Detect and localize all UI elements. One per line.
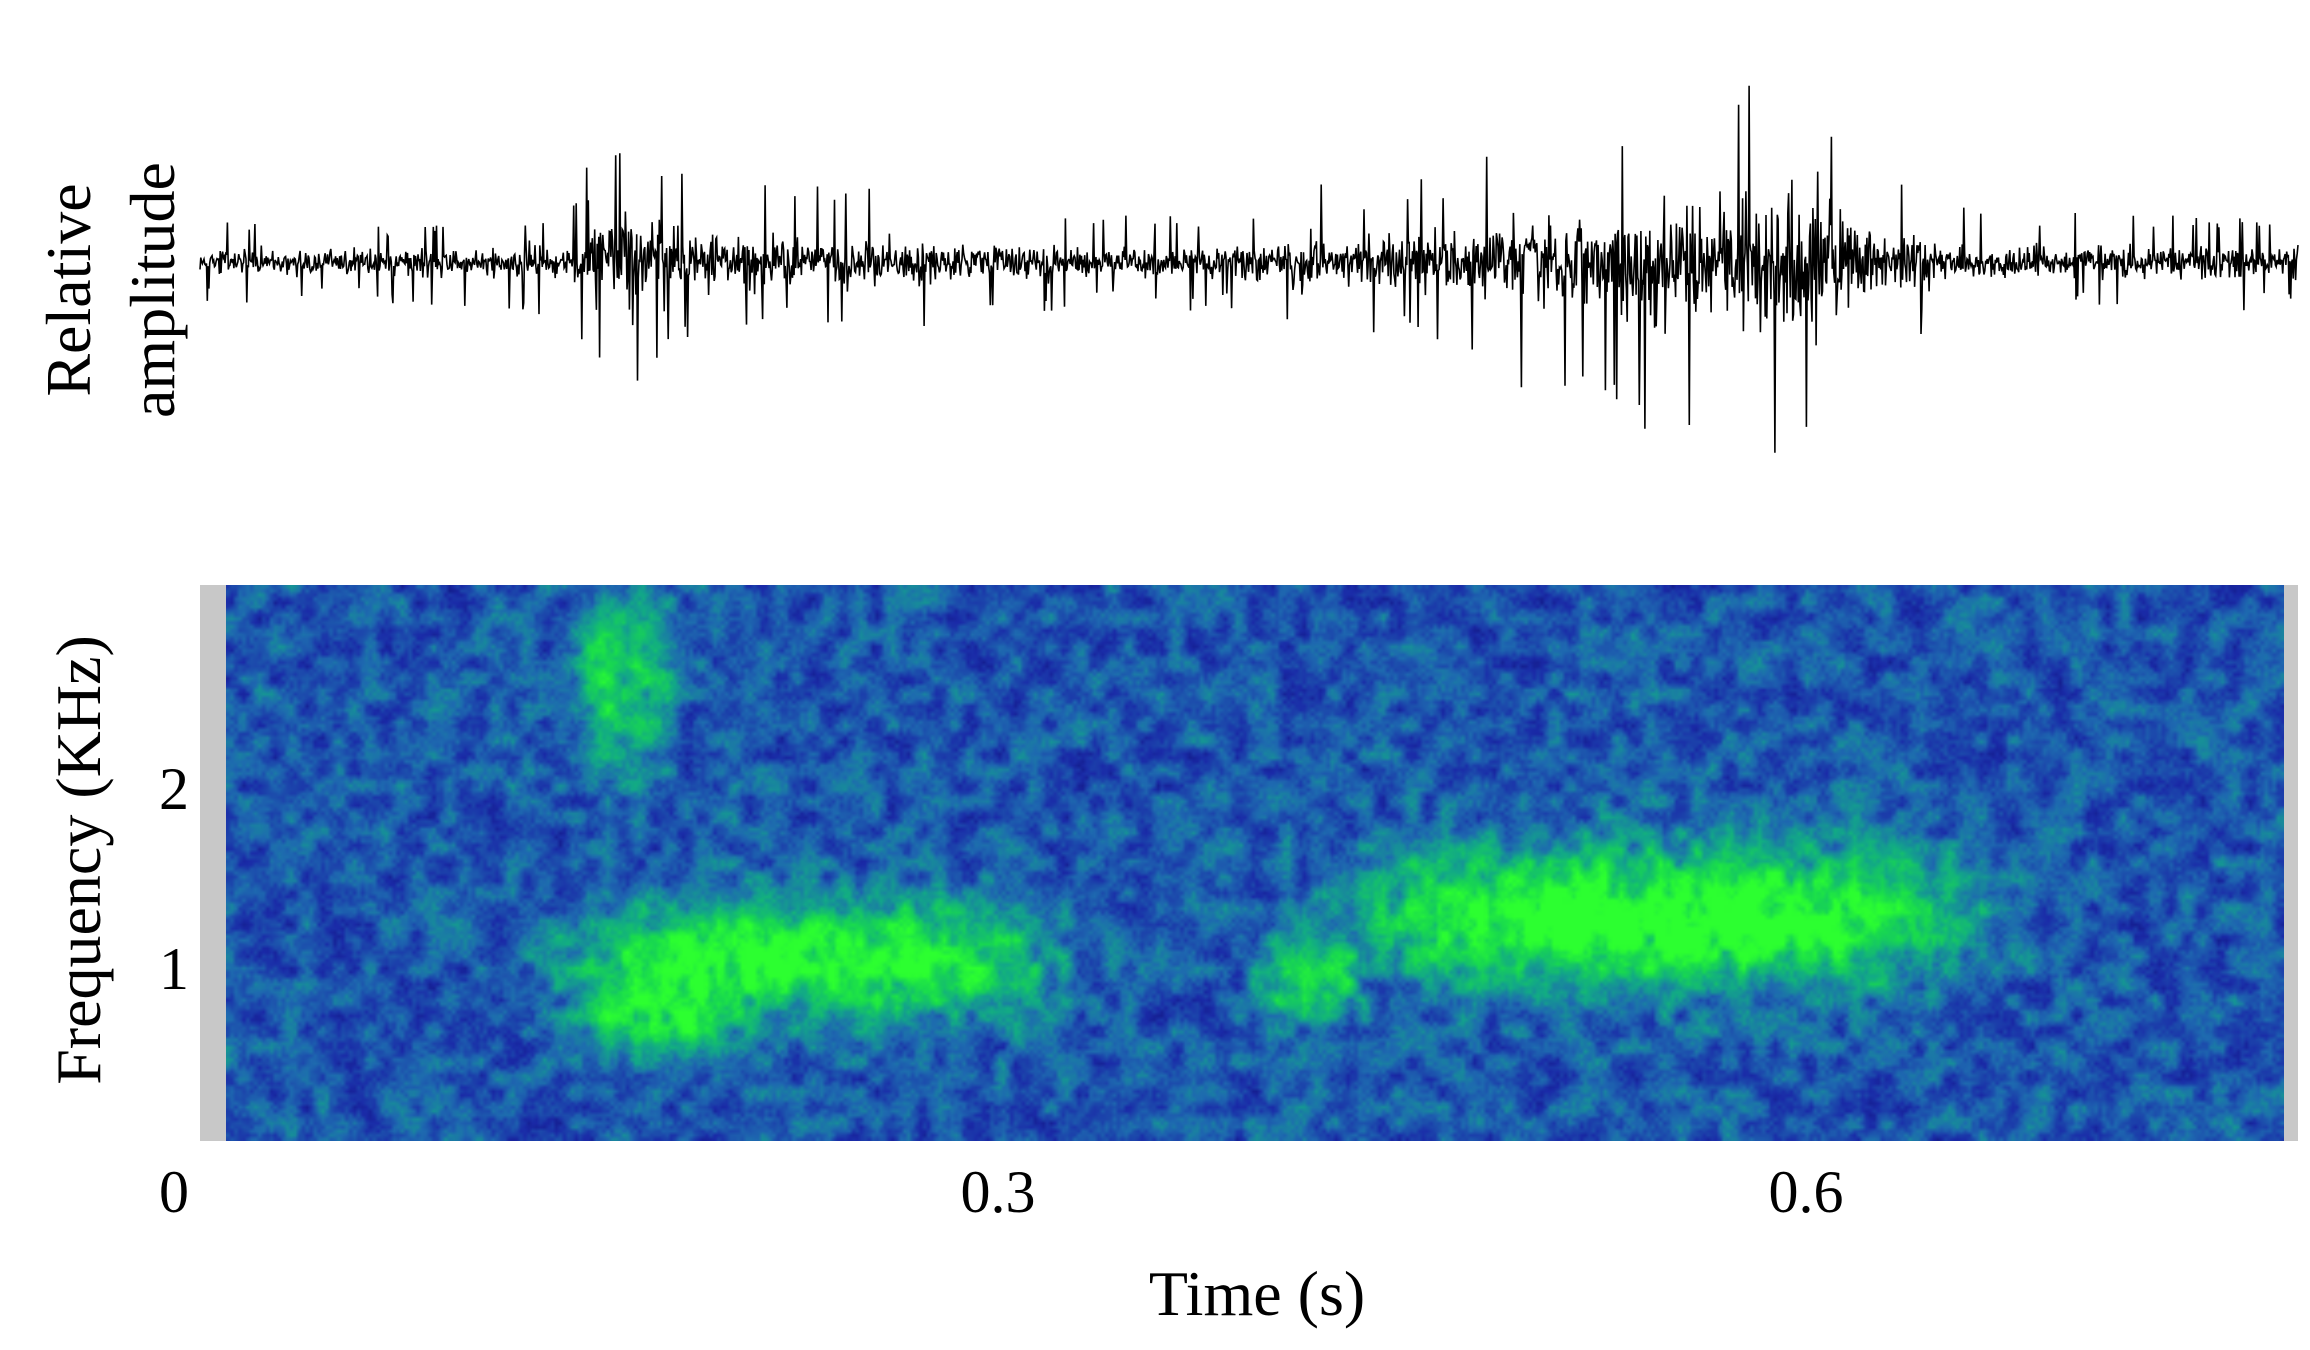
spectrogram-panel: Frequency (KHz) 1 2 0 0.3 0.6 Time (s) bbox=[43, 585, 2298, 1329]
waveform-ylabel-line-1: Relative bbox=[33, 183, 104, 396]
spectrogram-ylabel: Frequency (KHz) bbox=[43, 635, 114, 1085]
spectrogram-padding-right bbox=[2284, 585, 2298, 1141]
spectrogram-xlabel: Time (s) bbox=[1149, 1258, 1365, 1329]
y-tick-label-2: 2 bbox=[159, 756, 189, 822]
x-tick-label-0.3: 0.3 bbox=[961, 1159, 1036, 1225]
waveform-panel: Relative amplitude bbox=[33, 85, 2299, 453]
waveform-line bbox=[199, 85, 2299, 453]
x-tick-label-0: 0 bbox=[159, 1159, 189, 1225]
waveform-ylabel-line-2: amplitude bbox=[117, 162, 188, 418]
waveform-series bbox=[199, 85, 2299, 453]
y-tick-label-1: 1 bbox=[159, 936, 189, 1002]
x-tick-label-0.6: 0.6 bbox=[1769, 1159, 1844, 1225]
spectrogram-heatmap bbox=[226, 585, 2284, 1141]
spectrogram-padding-left bbox=[200, 585, 226, 1141]
